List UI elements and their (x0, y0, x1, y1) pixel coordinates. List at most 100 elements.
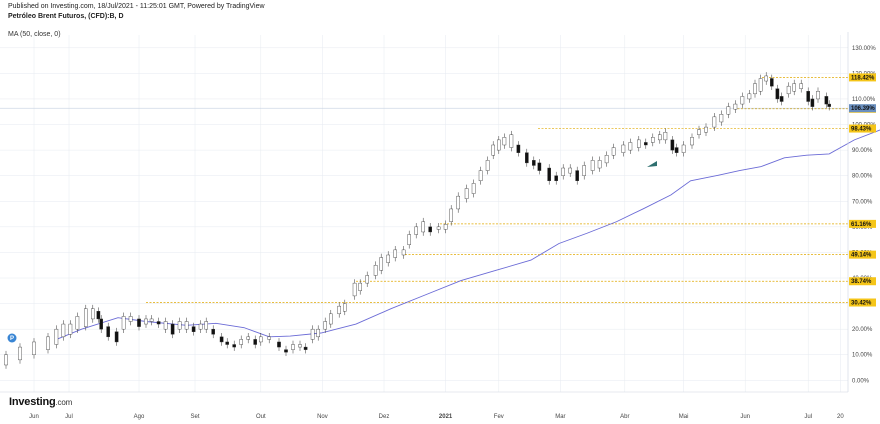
candle-body (509, 134, 514, 148)
candle-body (704, 126, 708, 133)
candle-body (163, 321, 168, 330)
candle-body (259, 336, 263, 343)
candle-body (191, 326, 196, 332)
candle-body (436, 226, 441, 230)
candle-body (502, 137, 507, 146)
x-tick-label: Out (256, 414, 266, 420)
candle-body (99, 318, 103, 330)
level-badge (849, 73, 876, 82)
y-tick-label: 90.00% (852, 148, 873, 154)
x-tick-label: Fev (494, 414, 504, 420)
x-tick-label: Mar (555, 414, 565, 420)
x-tick-label: Jul (65, 414, 73, 420)
candle-body (298, 344, 302, 348)
candle-body (365, 275, 370, 284)
candle-body (443, 224, 448, 230)
candle-body (674, 147, 679, 153)
level-label: 61.16% (851, 222, 872, 228)
candle-body (428, 226, 433, 233)
candle-body (184, 321, 189, 330)
candle-body (96, 311, 101, 320)
grid-lines (0, 35, 848, 392)
candle-body (323, 321, 328, 330)
candle-body (806, 91, 810, 102)
candle-body (232, 344, 237, 348)
candle-body (246, 336, 251, 340)
candle-body (219, 336, 224, 343)
candle-body (277, 341, 281, 348)
x-axis-ticks: Jun Jul Ago Set Out Nov Dez 2021 Fev Mar Abr Mai Jun… (29, 414, 844, 420)
candle-body (810, 98, 815, 107)
level-label: 38.74% (851, 279, 872, 285)
candle-body (561, 167, 565, 176)
moving-average-layer (56, 129, 880, 340)
candle-body (75, 316, 80, 330)
candle-body (516, 144, 521, 153)
candle-body (379, 257, 384, 271)
candle-body (733, 103, 738, 110)
candle-body (284, 349, 288, 353)
candle-body (414, 226, 419, 235)
candle-body (792, 83, 796, 92)
candle-body (144, 318, 148, 325)
level-label: 49.14% (851, 253, 872, 259)
candle-body (779, 96, 784, 102)
candle-body (456, 195, 461, 210)
candle-body (485, 160, 490, 171)
y-tick-label: 110.00% (852, 97, 876, 103)
candle-body (343, 303, 347, 312)
x-tick-label: Ago (134, 414, 145, 420)
level-labels: 118.42%106.16%98.43%61.16%49.14%38.74%30… (849, 73, 876, 307)
candle-body (663, 132, 668, 141)
candle-body (775, 88, 780, 100)
flag-icon (647, 161, 657, 167)
y-tick-label: 20.00% (852, 327, 873, 333)
level-badge (849, 298, 876, 307)
candle-body (198, 323, 203, 330)
candle-body (658, 134, 662, 141)
candle-body (471, 183, 476, 194)
candle-body (637, 139, 641, 148)
y-tick-label: 10.00% (852, 353, 873, 359)
candle-body (106, 326, 110, 338)
candle-body (651, 137, 655, 143)
x-tick-label: Dez (379, 414, 390, 420)
candle-body (46, 336, 50, 350)
y-tick-label: 130.00% (852, 46, 876, 52)
candle-body (799, 83, 803, 89)
candle-body (590, 160, 595, 171)
candle-body (68, 323, 73, 335)
candle-body (225, 341, 230, 345)
published-caption: Published on Investing.com, 18/Jul/2021 … (8, 3, 265, 10)
candle-body (303, 346, 308, 350)
candle-body (464, 188, 469, 199)
current-price-badge (849, 104, 876, 113)
candle-body (128, 316, 133, 322)
indicator-legend: MA (50, close, 0) (8, 31, 61, 38)
candle-body (547, 167, 551, 182)
candle-body (407, 234, 412, 245)
candle-body (18, 346, 22, 361)
candle-body (644, 142, 648, 146)
candle-body (753, 83, 757, 95)
candle-body (373, 265, 378, 276)
candle-body (719, 114, 724, 123)
candle-body (449, 208, 454, 222)
candle-body (211, 328, 216, 335)
candle-body (478, 170, 483, 182)
candle-body (32, 341, 36, 355)
candle-body (352, 282, 357, 297)
candle-body (253, 339, 258, 345)
candle-body (525, 152, 529, 164)
candle-body (177, 321, 182, 330)
candle-body (310, 328, 315, 340)
event-marker-icon[interactable]: P (7, 333, 17, 343)
candles-layer (4, 72, 831, 369)
candle-body (316, 328, 321, 338)
instrument-title: Petróleo Brent Futuros, (CFD):B, D (8, 13, 124, 20)
candle-body (114, 331, 119, 343)
candle-body (597, 160, 602, 169)
candle-body (393, 249, 398, 258)
candle-body (329, 313, 333, 325)
